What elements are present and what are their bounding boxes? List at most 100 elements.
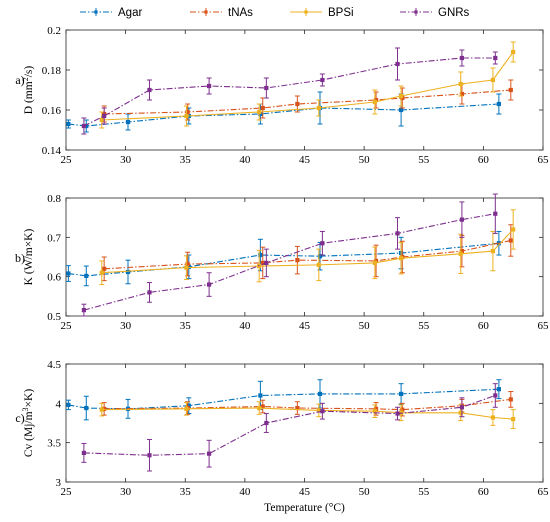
y-tick-label: 0.7 [47, 232, 61, 244]
panel-c: 25 30 35 40 45 50 55 60 65 3 3.5 4 4.5 Cv (Mj/m3×K)c)… [15, 359, 549, 514]
data-point [511, 227, 516, 232]
data-point [147, 453, 152, 458]
y-tick-label: 0.14 [42, 145, 62, 157]
data-point [184, 265, 189, 270]
data-point [458, 251, 463, 256]
data-point [395, 61, 400, 67]
data-point [295, 101, 300, 107]
legend-label: BPSi [328, 7, 354, 19]
data-point [260, 105, 265, 111]
x-tick-label: 50 [359, 154, 371, 166]
data-point [264, 260, 269, 265]
data-point [81, 450, 86, 455]
data-point [395, 411, 400, 416]
x-tick-label: 45 [299, 154, 311, 166]
legend-label: Agar [118, 7, 142, 19]
y-tick-label: 0.5 [47, 311, 61, 323]
plot-area [65, 197, 544, 317]
x-axis-label: Temperature (°C) [264, 502, 345, 514]
x-tick-label: 65 [538, 320, 550, 332]
data-point [184, 113, 189, 119]
plot-area [65, 29, 544, 151]
data-point [372, 260, 377, 265]
legend-label: GNRs [438, 7, 470, 19]
data-point [320, 241, 325, 246]
data-point [264, 85, 269, 91]
y-tick-label: 4.5 [47, 359, 61, 371]
data-point [459, 55, 465, 61]
data-point [490, 77, 496, 83]
series-agar [65, 91, 502, 133]
legend-item-bpsi: BPSi [290, 7, 354, 19]
data-point [459, 217, 465, 222]
data-point [147, 87, 152, 93]
x-tick-label: 35 [180, 154, 192, 166]
data-point [316, 105, 321, 111]
data-point [184, 406, 189, 411]
data-point [295, 258, 300, 263]
y-tick-label: 0.8 [47, 193, 61, 205]
data-point [66, 402, 71, 408]
x-tick-label: 50 [359, 486, 371, 498]
data-point [66, 271, 71, 276]
data-point [316, 262, 321, 267]
data-point [496, 387, 501, 392]
y-tick-label: 3 [56, 477, 62, 489]
x-tick-label: 25 [61, 154, 73, 166]
data-point [459, 405, 465, 410]
legend: Agar tNAs BPSi GNRs [80, 7, 470, 19]
data-point [125, 269, 131, 275]
data-point [81, 123, 86, 129]
y-tick-label: 0.6 [47, 272, 61, 284]
series-line [101, 407, 514, 420]
x-tick-label: 55 [418, 486, 430, 498]
plot-area [65, 363, 544, 483]
data-point [508, 238, 513, 243]
data-point [102, 113, 107, 119]
data-point [398, 391, 404, 396]
x-tick-label: 60 [478, 486, 490, 498]
data-point [490, 249, 496, 254]
data-point [320, 409, 325, 414]
legend-item-gnrs: GNRs [400, 7, 470, 19]
x-tick-label: 30 [120, 154, 132, 166]
x-tick-label: 35 [180, 486, 192, 498]
data-point [257, 405, 262, 411]
data-point [458, 81, 463, 87]
legend-marker [304, 10, 308, 14]
series-line [83, 394, 496, 456]
data-point [99, 270, 104, 275]
data-point [260, 404, 265, 409]
data-point [147, 290, 152, 295]
y-tick-label: 3.5 [47, 438, 61, 450]
data-point [511, 416, 516, 422]
data-point [81, 308, 86, 313]
data-point [398, 256, 404, 261]
x-tick-label: 40 [239, 486, 251, 498]
data-point [508, 87, 513, 93]
series-line [104, 398, 511, 411]
data-point [508, 397, 513, 402]
y-tick-label: 0.2 [47, 25, 61, 37]
x-tick-label: 35 [180, 320, 192, 332]
x-tick-label: 45 [299, 486, 311, 498]
series-gnrs [81, 47, 498, 135]
panel-tag: a) [15, 73, 24, 87]
panel-a: 25 30 35 40 45 50 55 60 65 0.14 0.16 0.18 0.2 D (mm2/… [15, 25, 549, 166]
data-point [490, 415, 496, 420]
data-point [84, 273, 89, 278]
data-point [207, 83, 212, 89]
data-point [125, 119, 131, 125]
series-line [83, 57, 496, 127]
x-tick-label: 30 [120, 320, 132, 332]
legend-label: tNAs [228, 7, 253, 19]
series-line [101, 51, 514, 121]
data-point [257, 109, 262, 115]
panel-tag: c) [15, 411, 24, 425]
x-tick-label: 50 [359, 320, 371, 332]
y-axis-label: K (W/m×K) [23, 229, 35, 286]
legend-marker [414, 10, 418, 14]
data-point [511, 49, 516, 55]
x-tick-label: 55 [418, 154, 430, 166]
